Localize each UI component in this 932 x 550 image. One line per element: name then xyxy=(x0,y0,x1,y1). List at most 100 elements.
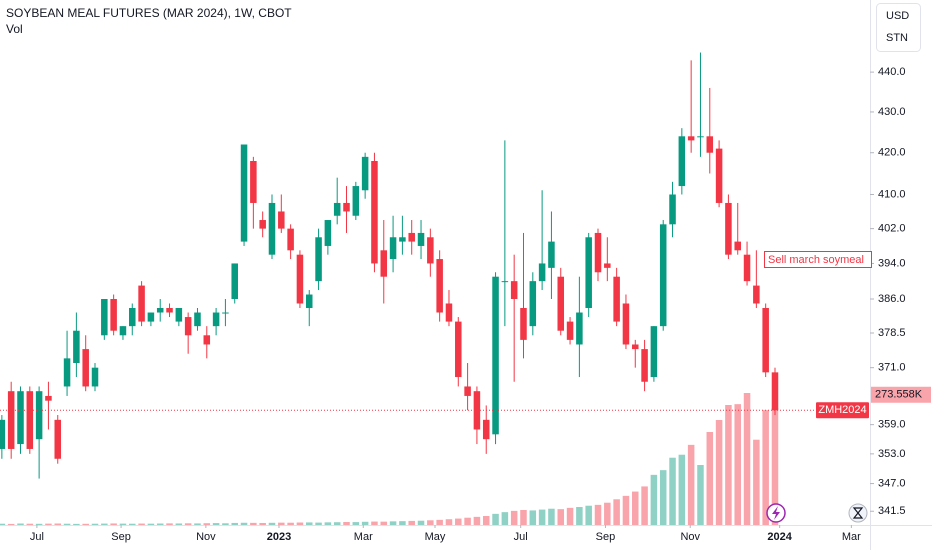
x-tick-label: Jul xyxy=(30,531,44,543)
candle-body xyxy=(399,237,406,242)
candle-body xyxy=(445,303,453,322)
volume-bar xyxy=(315,522,322,525)
hourglass-icon[interactable] xyxy=(848,503,868,523)
candle-body xyxy=(222,312,229,314)
lightning-icon[interactable] xyxy=(766,503,786,523)
candle-body xyxy=(26,391,34,449)
candle-body xyxy=(315,237,322,282)
x-tick-label: Mar xyxy=(842,531,861,543)
x-tick-label: May xyxy=(425,531,446,543)
candle-body xyxy=(63,358,71,387)
volume-bar xyxy=(361,521,369,525)
candle-body xyxy=(73,330,80,364)
candle-body xyxy=(706,136,714,153)
volume-bar xyxy=(305,522,313,525)
volume-bar xyxy=(566,507,574,525)
candle-body xyxy=(82,349,89,387)
candle-body xyxy=(585,237,592,309)
candle-body xyxy=(17,391,24,445)
volume-bar xyxy=(548,508,555,525)
candle-body xyxy=(0,419,6,449)
volume-bar xyxy=(706,432,714,525)
candle-body xyxy=(594,232,602,273)
candle-body xyxy=(203,335,211,345)
unit[interactable]: STN xyxy=(886,32,908,44)
volume-bar xyxy=(427,520,434,525)
icon-glass[interactable] xyxy=(852,507,864,519)
candle-body xyxy=(538,263,546,282)
x-tick-label: Mar xyxy=(354,531,373,543)
candle-body xyxy=(212,312,220,327)
volume-bar xyxy=(110,523,117,525)
candle-body xyxy=(576,312,583,345)
candle-body xyxy=(35,391,43,440)
candle-body xyxy=(417,232,425,246)
candle-layer xyxy=(0,52,870,479)
volume-bar xyxy=(184,523,192,525)
annotation: Sell march soymeal xyxy=(768,254,864,266)
candle-body xyxy=(557,276,565,331)
volume-bar xyxy=(371,521,378,525)
volume-bar xyxy=(35,523,43,525)
y-tick-label: 378.5 xyxy=(878,327,906,339)
volume-bar xyxy=(501,512,509,525)
y-tick-label: 371.0 xyxy=(878,362,906,374)
volume-bar xyxy=(659,470,667,525)
volume-bar xyxy=(557,509,565,525)
volume-bar xyxy=(482,516,490,525)
y-tick-label: 341.5 xyxy=(878,505,906,517)
symbol-box xyxy=(816,402,869,419)
volume-bar xyxy=(771,407,779,525)
volume-bar xyxy=(473,516,481,525)
candle-body xyxy=(687,136,695,141)
candle-body xyxy=(175,308,183,322)
volume-bar xyxy=(324,522,332,525)
volume-bar xyxy=(82,523,89,525)
volume-bar xyxy=(26,523,34,525)
y-tick-label: 440.0 xyxy=(878,66,906,78)
volume-bar xyxy=(492,513,499,525)
volume-bar xyxy=(268,522,276,525)
volume-bar xyxy=(399,521,406,525)
y-tick-label: 430.0 xyxy=(878,106,906,118)
volume-bar xyxy=(343,522,350,525)
x-tick-label: Jul xyxy=(514,531,528,543)
candle-body xyxy=(473,391,481,430)
candle-body xyxy=(324,220,332,246)
candle-body xyxy=(650,326,658,378)
volume-layer xyxy=(0,393,779,525)
x-tick-label: 2023 xyxy=(267,531,291,543)
currency[interactable]: USD xyxy=(886,10,909,22)
y-tick-label: 347.0 xyxy=(878,477,906,489)
volume-bar xyxy=(650,474,658,525)
candle-body xyxy=(464,386,471,396)
volume-bar xyxy=(129,523,136,525)
volume-value-box xyxy=(871,386,931,403)
candle-body xyxy=(678,136,686,187)
volume-bar xyxy=(63,523,71,525)
unit-box[interactable] xyxy=(876,3,921,52)
volume-bar xyxy=(45,523,52,525)
volume-bar xyxy=(715,420,723,525)
y-tick-label: 386.0 xyxy=(878,293,906,305)
candle-body xyxy=(296,254,304,304)
x-tick-label: Nov xyxy=(196,531,216,543)
y-tick-label: 410.0 xyxy=(878,188,906,200)
candle-body xyxy=(632,344,639,350)
icon-bolt[interactable] xyxy=(772,506,780,520)
candle-body xyxy=(278,211,285,229)
candle-body xyxy=(715,148,723,203)
volume-bar xyxy=(417,520,425,525)
candle-body xyxy=(166,308,173,313)
volume-bar xyxy=(734,404,741,525)
volume-bar xyxy=(669,457,676,525)
candle-body xyxy=(669,194,676,225)
volume-bar xyxy=(576,507,583,525)
volume-bar xyxy=(250,522,257,525)
candle-body xyxy=(91,367,99,387)
volume-bar xyxy=(389,521,397,525)
candle-body xyxy=(250,160,257,203)
volume-bar xyxy=(464,517,471,525)
volume-bar xyxy=(147,523,155,525)
